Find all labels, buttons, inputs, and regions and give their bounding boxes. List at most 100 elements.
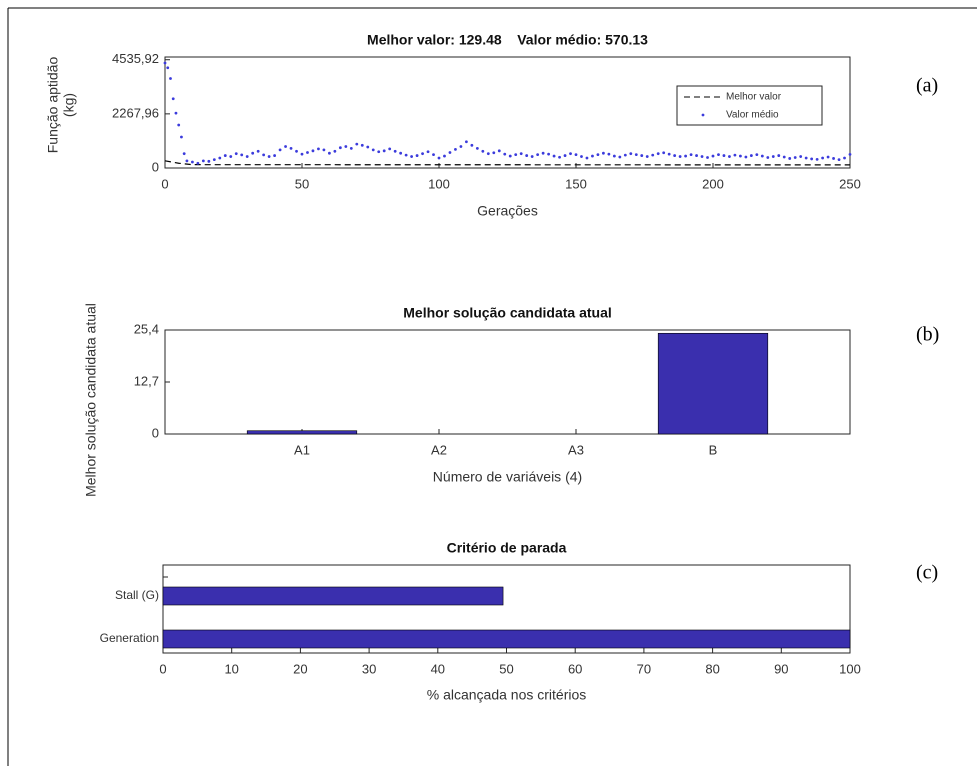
bar [162,586,504,606]
x-axis-label: Gerações [477,203,538,219]
x-tick-label: B [709,442,718,457]
chart-title: Critério de parada [447,540,567,556]
mean-value-dot [547,152,550,156]
legend-box [676,85,823,126]
mean-value-dot [437,156,441,160]
mean-value-dot [169,77,172,80]
x-tick-label: 70 [637,661,651,676]
mean-value-dot [454,147,457,151]
mean-value-dot [432,153,435,157]
y-tick-label: 25,4 [134,321,159,336]
mean-value-dot [640,154,644,157]
mean-value-dot [410,155,413,158]
mean-value-dot [366,145,370,149]
mean-value-dot [322,148,326,152]
legend-label: Valor médio [726,110,779,121]
y-tick-label: Stall (G) [115,588,159,602]
mean-value-dot [415,154,419,157]
mean-value-dot [634,153,638,157]
mean-value-dot [744,155,748,159]
mean-value-dot [749,154,753,157]
mean-value-dot [782,155,786,159]
x-tick-label: 10 [224,661,238,676]
legend-label: Melhor valor [726,92,782,103]
mean-value-dot [399,151,403,155]
mean-value-dot [377,150,381,154]
x-tick-label: 250 [839,176,861,191]
mean-value-dot [525,154,529,157]
mean-value-dot [218,156,222,160]
mean-value-dot [799,155,803,158]
mean-value-dot [689,153,693,157]
bar [162,629,851,649]
mean-value-dot [256,149,260,153]
mean-value-dot [311,149,315,153]
mean-value-dot [618,155,622,159]
mean-value-dot [163,61,167,65]
mean-value-dot [821,156,824,160]
mean-value-dot [541,151,545,155]
mean-value-dot [569,152,572,156]
chart-title: Melhor solução candidata atual [403,305,612,321]
x-tick-label: 30 [362,661,376,676]
mean-value-dot [338,146,342,150]
mean-value-dot [295,149,298,153]
mean-value-dot [382,149,386,153]
mean-value-dot [251,151,255,155]
mean-value-dot [717,153,720,157]
x-tick-label: 100 [839,661,861,676]
mean-value-dot [700,155,704,158]
bar [657,332,769,435]
mean-value-dot [180,135,183,139]
y-axis-label: Função aptidão [45,57,61,154]
mean-value-dot [722,154,726,157]
mean-value-dot [514,153,518,157]
mean-value-dot [503,152,507,156]
mean-value-dot [201,159,205,163]
mean-value-dot [289,147,293,150]
x-tick-label: 100 [428,176,450,191]
mean-value-dot [602,151,605,155]
x-axis-label: Número de variáveis (4) [433,469,582,485]
mean-value-dot [273,154,276,157]
mean-value-dot [465,140,468,144]
mean-value-dot [755,153,759,157]
mean-value-dot [667,152,671,156]
y-tick-label: 0 [152,159,159,174]
mean-value-dot [185,159,189,163]
legend-dot [701,113,705,117]
x-axis-label: % alcançada nos critérios [427,687,587,703]
axes-box [164,56,851,169]
x-tick-label: 0 [159,661,166,676]
mean-value-dot [426,150,430,154]
mean-value-dot [234,152,238,156]
mean-value-dot [278,148,282,152]
x-tick-label: 50 [295,176,309,191]
mean-value-dot [563,154,567,157]
mean-value-dot [612,154,616,158]
mean-value-dot [788,157,792,160]
x-tick-label: 90 [774,661,788,676]
mean-value-dot [475,147,479,150]
x-tick-label: 150 [565,176,587,191]
mean-value-dot [284,145,287,148]
y-tick-label: 12,7 [134,373,159,388]
y-tick-label: Generation [100,631,159,645]
x-tick-label: 50 [499,661,513,676]
mean-value-dot [832,157,835,160]
mean-value-dot [317,147,320,151]
mean-value-dot [360,143,364,147]
mean-value-dot [815,158,819,161]
panel-label: (b) [916,324,939,346]
bar [246,430,358,435]
mean-value-dot [804,156,808,160]
mean-value-dot [656,152,660,156]
mean-value-dot [229,155,233,158]
mean-value-dot [793,156,797,159]
chart-title: Melhor valor: 129.48 Valor médio: 570.13 [367,32,648,48]
mean-value-dot [196,161,200,165]
mean-value-dot [328,151,331,155]
mean-value-dot [421,152,424,156]
mean-value-dot [300,152,304,156]
